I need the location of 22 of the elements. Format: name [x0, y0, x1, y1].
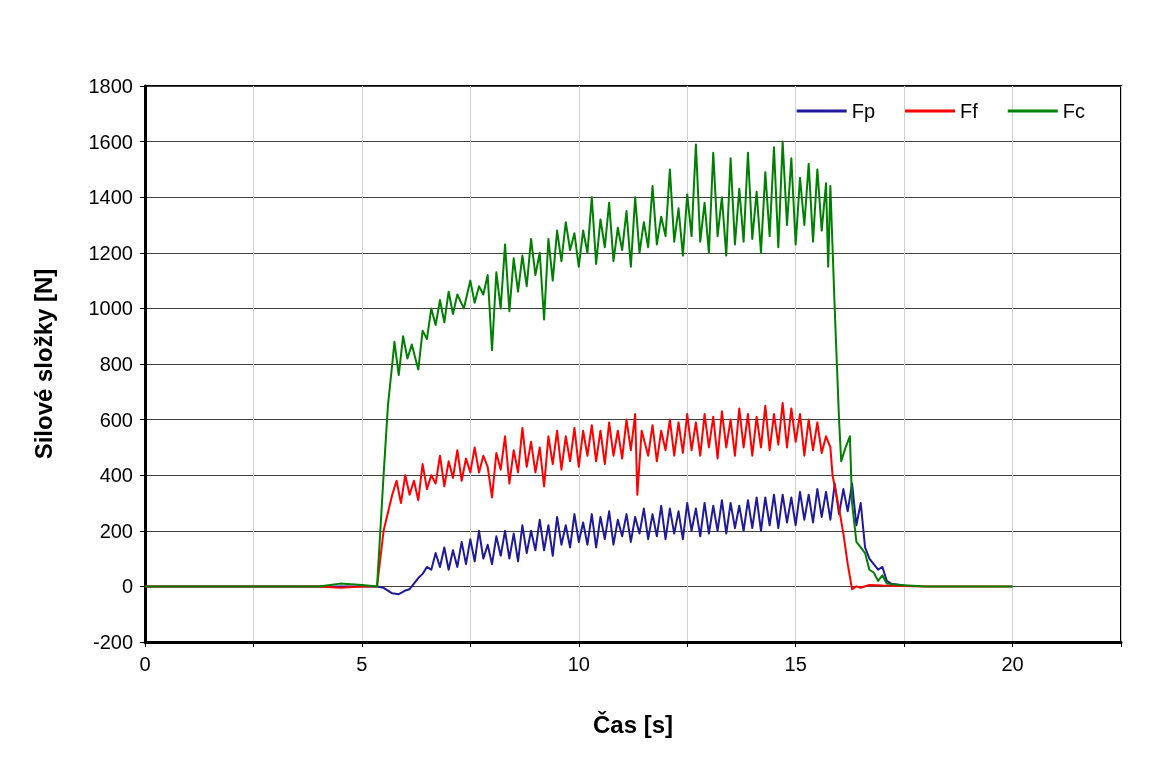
y-tick-label: 800 [99, 353, 133, 375]
y-tick-label: 1200 [88, 241, 133, 264]
y-tick-label: 1400 [88, 186, 133, 209]
x-tick-label: 10 [567, 653, 590, 675]
y-tick-label: 600 [99, 408, 133, 431]
legend-label: Fp [851, 100, 876, 122]
y-axis-title: Silové složky [N] [29, 268, 57, 460]
line-series [144, 140, 1014, 588]
y-tick-label: -200 [92, 631, 133, 653]
y-tick-label: 200 [99, 519, 133, 542]
y-tick-label: 0 [121, 575, 133, 598]
y-tick-label: 1800 [88, 75, 133, 97]
x-tick-label: 15 [784, 653, 807, 675]
x-tick-label: 0 [139, 653, 151, 675]
y-tick-label: 1000 [88, 297, 133, 320]
x-tick-label: 5 [356, 653, 368, 675]
y-tick-label: 400 [99, 464, 133, 487]
x-tick-label: 20 [1001, 653, 1024, 675]
legend-label: Ff [960, 100, 979, 122]
x-axis-title: Čas [s] [592, 710, 674, 738]
legend-label: Fc [1062, 100, 1085, 122]
y-tick-label: 1600 [88, 130, 133, 153]
